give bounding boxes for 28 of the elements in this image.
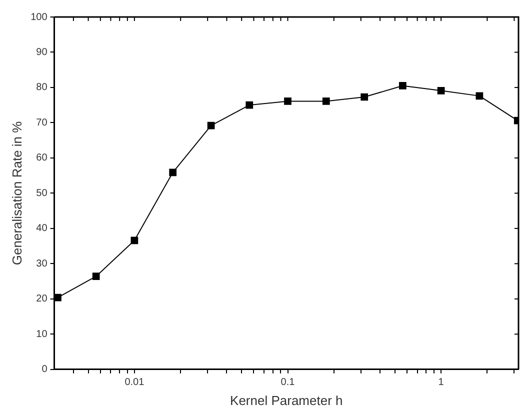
y-tick-label: 20 xyxy=(36,294,48,305)
y-tick-label: 30 xyxy=(36,258,48,270)
x-tick-label: 0.1 xyxy=(280,377,296,388)
point xyxy=(54,294,62,302)
point xyxy=(399,82,406,90)
y-axis-title: Generalisation Rate in % xyxy=(9,120,24,266)
point xyxy=(169,168,177,176)
y-tick-label: 50 xyxy=(36,188,48,199)
x-tick-label: 0.01 xyxy=(124,377,145,388)
point xyxy=(246,101,254,109)
y-tick-label: 10 xyxy=(36,328,48,340)
point xyxy=(360,93,368,101)
point xyxy=(207,122,215,130)
y-tick-label: 70 xyxy=(36,117,48,128)
y-tick-label: 100 xyxy=(30,12,48,23)
point xyxy=(476,92,484,100)
x-axis-title: Kernel Parameter h xyxy=(230,392,343,408)
point xyxy=(284,98,292,105)
y-tick-label: 0 xyxy=(42,364,48,376)
y-tick-label: 60 xyxy=(36,152,48,164)
point xyxy=(92,272,100,280)
y-tick-label: 80 xyxy=(36,82,48,94)
y-tick-label: 90 xyxy=(36,46,48,58)
point xyxy=(130,236,138,244)
y-tick-label: 40 xyxy=(36,223,48,234)
point xyxy=(322,98,330,105)
x-tick-label: 1 xyxy=(438,377,444,388)
point xyxy=(437,86,445,94)
